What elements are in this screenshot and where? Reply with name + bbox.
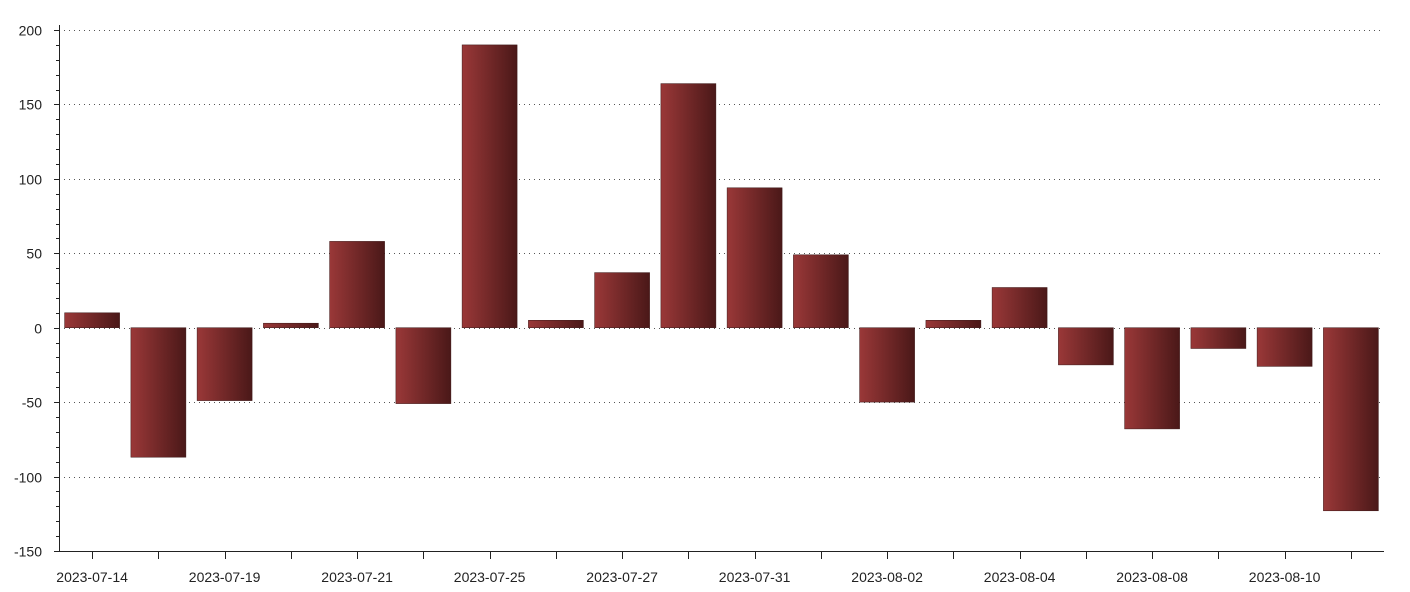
bar	[64, 312, 120, 328]
bar	[859, 327, 915, 403]
x-tick-label: 2023-08-04	[984, 569, 1056, 585]
y-tick-label: 200	[19, 23, 43, 39]
x-tick-label: 2023-07-19	[189, 569, 261, 585]
y-axis-ticks: 200 150 100 50 0 -50 -100 -150	[14, 23, 59, 560]
x-tick-label: 2023-07-27	[586, 569, 658, 585]
bar	[329, 241, 385, 328]
axes	[59, 25, 1384, 552]
x-tick-label: 2023-07-25	[454, 569, 526, 585]
x-tick-label: 2023-07-14	[56, 569, 128, 585]
bar	[660, 83, 717, 328]
y-tick-label: -150	[14, 544, 42, 560]
bar	[1323, 327, 1379, 512]
x-tick-label: 2023-08-08	[1116, 569, 1188, 585]
bar	[1256, 327, 1313, 367]
bar	[528, 320, 584, 328]
y-tick-label: -50	[22, 395, 42, 411]
bar	[1190, 327, 1247, 349]
x-axis-ticks: 2023-07-14 2023-07-19 2023-07-21 2023-07-25…	[56, 551, 1352, 585]
bar	[793, 254, 849, 328]
y-tick-label: 50	[26, 246, 42, 262]
bar	[461, 44, 518, 328]
bar	[395, 327, 452, 404]
bar	[263, 322, 319, 328]
y-tick-label: 0	[34, 321, 42, 337]
bar	[196, 327, 253, 401]
bar	[594, 272, 650, 328]
bar	[1124, 327, 1180, 430]
bar	[726, 187, 783, 328]
bar	[1058, 327, 1114, 366]
x-tick-label: 2023-08-02	[851, 569, 923, 585]
y-tick-label: 100	[19, 172, 43, 188]
y-tick-label: 150	[19, 97, 43, 113]
x-tick-label: 2023-07-21	[321, 569, 393, 585]
bar	[925, 320, 982, 328]
bar	[991, 287, 1048, 328]
y-tick-label: -100	[14, 470, 42, 486]
bars	[64, 44, 1379, 512]
x-tick-label: 2023-08-10	[1249, 569, 1321, 585]
x-tick-label: 2023-07-31	[719, 569, 791, 585]
bar	[130, 327, 187, 458]
gridlines	[59, 30, 1384, 478]
